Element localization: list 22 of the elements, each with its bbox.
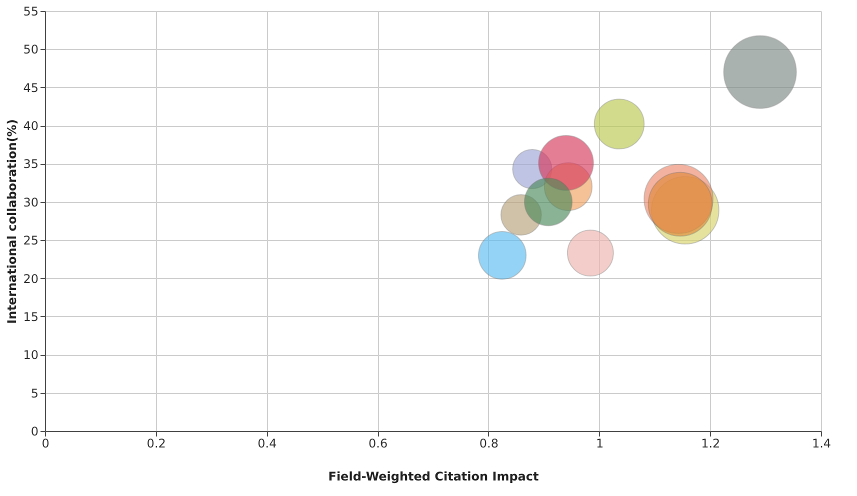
- y-tick-label: 10: [23, 348, 38, 362]
- y-tick-label: 25: [23, 234, 38, 248]
- x-tick-label: 0: [42, 436, 50, 450]
- y-tick-label: 50: [23, 42, 38, 57]
- x-tick-label: 1.4: [812, 436, 832, 450]
- y-tick-label: 20: [23, 272, 38, 286]
- y-tick-label: 45: [23, 80, 38, 95]
- y-tick-label: 5: [30, 386, 38, 400]
- y-tick-label: 15: [23, 310, 38, 324]
- x-tick-label: 1.2: [701, 436, 720, 450]
- y-axis-title: International collaboration(%): [5, 119, 20, 324]
- x-tick-label: 1: [596, 436, 604, 450]
- y-tick-label: 55: [23, 4, 38, 18]
- x-axis-title: Field-Weighted Citation Impact: [328, 470, 540, 484]
- x-tick-label: 0.6: [368, 436, 388, 450]
- y-tick-label: 40: [23, 119, 38, 134]
- x-tick-label: 0.8: [479, 436, 498, 450]
- x-tick-label: 0.2: [146, 436, 166, 450]
- y-tick-label: 30: [23, 195, 38, 210]
- x-tick-label: 0.4: [258, 436, 277, 450]
- y-tick-label: 35: [23, 157, 38, 172]
- y-tick-label: 0: [30, 424, 38, 438]
